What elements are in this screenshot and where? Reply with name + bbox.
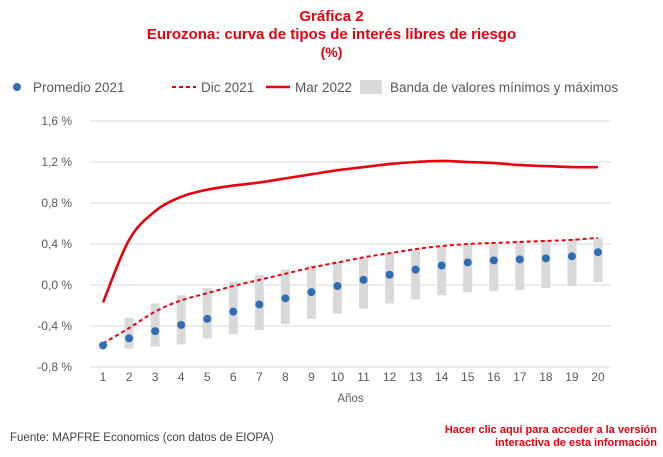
series-point-promedio-2021: [151, 327, 160, 336]
series-point-promedio-2021: [541, 254, 550, 263]
y-tick-label: 0,4 %: [41, 237, 72, 251]
x-tick-label: 5: [204, 370, 211, 384]
band-bar: [593, 237, 603, 282]
legend-label-dic-2021: Dic 2021: [201, 80, 254, 95]
y-tick-label: 0,8 %: [41, 196, 72, 210]
series-point-promedio-2021: [385, 270, 394, 279]
x-tick-label: 1: [100, 370, 107, 384]
band-bar: [437, 246, 447, 296]
chart-title-block: Gráfica 2 Eurozona: curva de tipos de in…: [0, 8, 663, 60]
x-tick-label: 16: [487, 370, 501, 384]
series-point-promedio-2021: [515, 255, 524, 264]
y-tick-label: 0,0 %: [41, 278, 72, 292]
x-tick-label: 4: [178, 370, 185, 384]
x-tick-label: 13: [409, 370, 423, 384]
x-tick-label: 12: [383, 370, 397, 384]
series-point-promedio-2021: [593, 248, 602, 257]
band-bar: [411, 249, 421, 300]
series-line-dic-2021: [102, 236, 599, 345]
band-bar: [124, 317, 134, 349]
series-line-mar-2022: [101, 159, 598, 303]
band-bar: [541, 239, 551, 289]
band-bar: [567, 238, 577, 287]
x-tick-label: 8: [282, 370, 289, 384]
x-tick-label: 3: [152, 370, 159, 384]
x-tick-label: 19: [565, 370, 579, 384]
x-axis-title: Años: [337, 393, 363, 405]
x-tick-label: 15: [461, 370, 475, 384]
band-bar: [489, 242, 499, 292]
band-bar: [515, 240, 525, 291]
y-tick-label: 1,2 %: [41, 155, 72, 169]
series-point-promedio-2021: [437, 261, 446, 270]
band-bar: [176, 295, 186, 345]
series-point-promedio-2021: [125, 334, 134, 343]
y-tick-label: 1,6 %: [41, 114, 72, 128]
x-tick-label: 10: [331, 370, 345, 384]
legend-label-mar-2022: Mar 2022: [295, 80, 352, 95]
y-tick-label: -0,4 %: [37, 319, 72, 333]
series-point-promedio-2021: [177, 320, 186, 329]
x-tick-label: 2: [126, 370, 133, 384]
legend-marker-promedio-2021: [13, 83, 21, 91]
series-point-promedio-2021: [255, 300, 264, 309]
interactive-link-line-2[interactable]: interactiva de esta información: [495, 437, 657, 449]
x-tick-label: 20: [591, 370, 605, 384]
legend-marker-band: [360, 80, 382, 94]
chart-number: Gráfica 2: [299, 8, 364, 25]
interactive-version-link[interactable]: Hacer clic aquí para acceder a la versió…: [445, 424, 657, 450]
series-point-promedio-2021: [99, 341, 108, 350]
x-tick-label: 18: [539, 370, 553, 384]
series-point-promedio-2021: [489, 256, 498, 265]
series-point-promedio-2021: [411, 265, 420, 274]
series-point-promedio-2021: [359, 275, 368, 284]
series-point-promedio-2021: [567, 252, 576, 261]
series-point-promedio-2021: [281, 294, 290, 303]
series-point-promedio-2021: [307, 288, 316, 297]
series-point-promedio-2021: [463, 258, 472, 267]
legend-label-band: Banda de valores mínimos y máximos: [390, 80, 618, 95]
interactive-link-line-1[interactable]: Hacer clic aquí para acceder a la versió…: [444, 424, 657, 436]
series-point-promedio-2021: [333, 282, 342, 291]
band-bar: [150, 303, 160, 347]
legend-label-promedio-2021: Promedio 2021: [33, 80, 125, 95]
x-tick-label: 9: [308, 370, 315, 384]
source-note: Fuente: MAPFRE Economics (con datos de E…: [10, 432, 274, 444]
series-point-promedio-2021: [203, 314, 212, 323]
band-bar: [202, 288, 212, 339]
x-tick-label: 14: [435, 370, 449, 384]
x-tick-label: 6: [230, 370, 237, 384]
x-tick-label: 17: [513, 370, 527, 384]
series-point-promedio-2021: [229, 307, 238, 316]
x-tick-label: 11: [357, 370, 370, 384]
x-tick-label: 7: [256, 370, 263, 384]
band-bar: [463, 244, 473, 293]
y-tick-label: -0,8 %: [37, 360, 72, 374]
chart-unit: (%): [320, 44, 343, 60]
chart-title: Eurozona: curva de tipos de interés libr…: [146, 26, 517, 43]
